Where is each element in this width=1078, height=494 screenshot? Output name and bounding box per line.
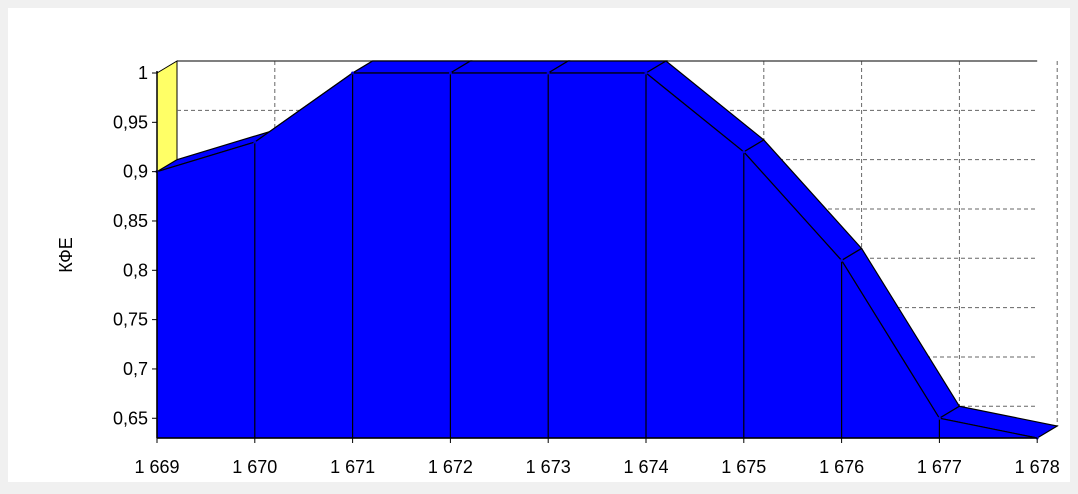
y-axis-title: КФЕ: [56, 237, 76, 273]
y-tick-label: 0,85: [113, 211, 148, 231]
data-point: [644, 71, 648, 75]
x-tick-label: 1 677: [917, 457, 962, 477]
y-axis-ticks: 1 0,95 0,9 0,85 0,8 0,75 0,7 0,65: [113, 63, 157, 428]
y-tick-label: 1: [138, 63, 148, 83]
x-tick-label: 1 678: [1015, 457, 1060, 477]
data-point: [253, 140, 257, 144]
data-point: [448, 71, 452, 75]
data-point: [351, 71, 355, 75]
x-tick-label: 1 669: [134, 457, 179, 477]
x-tick-label: 1 671: [330, 457, 375, 477]
x-tick-label: 1 672: [428, 457, 473, 477]
data-point: [546, 71, 550, 75]
data-area: [155, 60, 1059, 440]
y-tick-label: 0,95: [113, 112, 148, 132]
data-point: [742, 150, 746, 154]
y-tick-label: 0,9: [123, 162, 148, 182]
x-tick-label: 1 674: [623, 457, 668, 477]
x-tick-label: 1 673: [526, 457, 571, 477]
x-tick-label: 1 670: [232, 457, 277, 477]
data-point: [937, 416, 941, 420]
axes: [156, 71, 1038, 439]
y-tick-label: 0,7: [123, 359, 148, 379]
y-tick-label: 0,75: [113, 310, 148, 330]
x-tick-label: 1 676: [819, 457, 864, 477]
data-point: [840, 258, 844, 262]
area-front-face: [156, 72, 1038, 439]
x-axis-ticks: 1 669 1 670 1 671 1 672 1 673 1 674 1 675 1 676…: [134, 438, 1060, 477]
y-tick-label: 0,65: [113, 408, 148, 428]
y-tick-label: 0,8: [123, 260, 148, 280]
x-tick-label: 1 675: [721, 457, 766, 477]
